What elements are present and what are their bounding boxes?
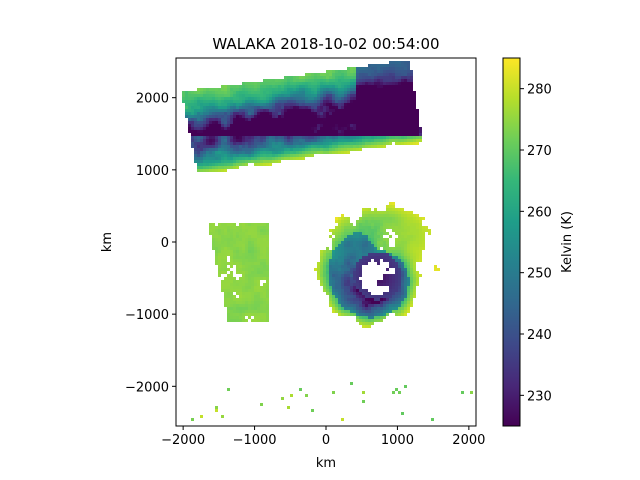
plot-area bbox=[182, 61, 473, 421]
x-tick-label: 2000 bbox=[452, 433, 485, 448]
y-tick-label: 2000 bbox=[136, 92, 169, 107]
colorbar-label: Kelvin (K) bbox=[560, 211, 575, 273]
colorbar bbox=[502, 57, 521, 427]
y-tick-label: 1000 bbox=[136, 164, 169, 179]
x-tick-label: −2000 bbox=[161, 433, 205, 448]
y-axis: −2000 −1000 0 1000 2000 bbox=[125, 92, 176, 395]
colorbar-ticks: 230 240 250 260 270 280 bbox=[520, 83, 552, 404]
colorbar-tick-label: 240 bbox=[527, 328, 552, 343]
x-axis: −2000 −1000 0 1000 2000 bbox=[161, 426, 485, 448]
y-tick-label: −1000 bbox=[125, 308, 169, 323]
chart-title: WALAKA 2018-10-02 00:54:00 bbox=[212, 35, 439, 53]
colorbar-tick-label: 280 bbox=[527, 83, 552, 98]
y-tick-label: 0 bbox=[161, 236, 169, 251]
x-tick-label: −1000 bbox=[233, 433, 277, 448]
y-tick-label: −2000 bbox=[125, 380, 169, 395]
x-axis-label: km bbox=[316, 456, 336, 471]
x-tick-label: 1000 bbox=[381, 433, 414, 448]
colorbar-tick-label: 230 bbox=[527, 389, 552, 404]
colorbar-tick-label: 270 bbox=[527, 144, 552, 159]
colorbar-tick-label: 250 bbox=[527, 267, 552, 282]
x-tick-label: 0 bbox=[322, 433, 330, 448]
colorbar-tick-label: 260 bbox=[527, 205, 552, 220]
y-axis-label: km bbox=[100, 232, 115, 252]
